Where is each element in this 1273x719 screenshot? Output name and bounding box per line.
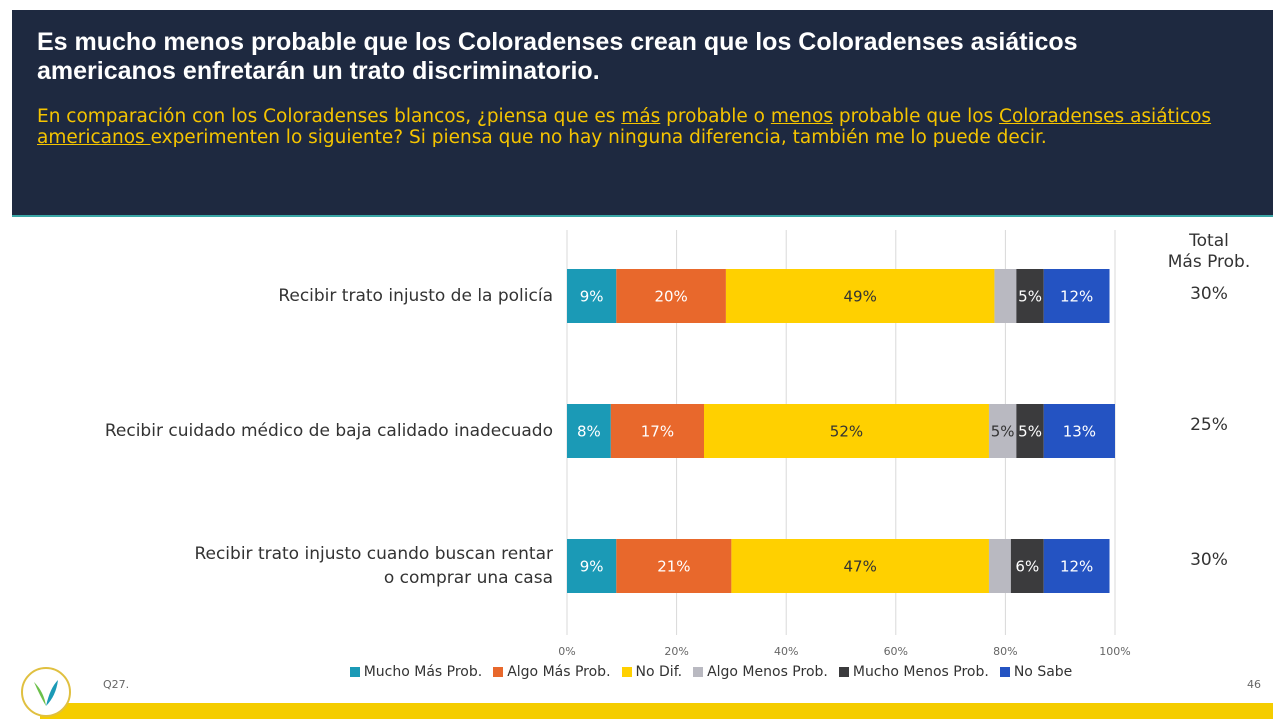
bar-segment [988,539,1011,593]
subtitle-part: más [621,106,661,127]
data-label: 6% [1015,558,1039,576]
legend-item: No Dif. [621,664,683,680]
bar-segment [567,404,611,458]
data-label: 5% [991,423,1015,441]
total-header: Más Prob. [1168,252,1251,272]
legend-item: Mucho Menos Prob. [838,664,989,680]
category-label: Recibir cuidado médico de baja calidado … [105,421,553,441]
data-label: 52% [830,423,863,441]
subtitle-part: experimenten lo siguiente? Si piensa que… [150,127,1047,148]
data-label: 21% [657,558,690,576]
data-label: 47% [844,558,877,576]
legend-label: Algo Menos Prob. [707,664,828,680]
subtitle-part: probable o [660,106,771,127]
slide-title: Es mucho menos probable que los Colorade… [37,28,1078,85]
category-label: Recibir trato injusto cuando buscan rent… [194,544,553,564]
bar-segment [567,269,617,323]
x-tick-label: 20% [664,645,688,658]
bar-segment [1043,269,1110,323]
data-label: 17% [641,423,674,441]
data-label: 20% [654,288,687,306]
bar-segment [610,404,704,458]
bar-segment [567,539,617,593]
legend-label: No Sabe [1013,664,1073,680]
total-value: 30% [1190,284,1228,304]
legend-swatch [693,667,704,677]
data-label: 5% [1018,288,1042,306]
slide-subtitle: En comparación con los Coloradenses blan… [37,106,1217,148]
subtitle-part: Coloradenses asiáticos americanos [37,106,1212,148]
bar-segment [1043,404,1115,458]
category-label: o comprar una casa [384,568,553,588]
legend-label: No Dif. [635,664,683,680]
legend-label: Algo Más Prob. [507,664,611,680]
x-tick-label: 60% [884,645,908,658]
data-label: 13% [1063,423,1096,441]
footer-bar [40,703,1273,719]
total-value: 25% [1190,415,1228,435]
legend-swatch [999,667,1010,677]
data-label: 49% [844,288,877,306]
legend-item: Algo Más Prob. [493,664,611,680]
total-header: Total [1188,231,1229,251]
bar-segment [988,404,1017,458]
x-tick-label: 0% [558,645,575,658]
bar-segment [1016,269,1044,323]
bar-segment [1010,539,1044,593]
logo [21,667,71,717]
data-label: 9% [580,288,604,306]
legend-label: Mucho Más Prob. [363,664,483,680]
bar-segment [1043,539,1110,593]
legend-swatch [838,667,849,677]
legend-label: Mucho Menos Prob. [852,664,989,680]
x-tick-label: 100% [1099,645,1130,658]
question-note: Q27. [103,678,130,691]
data-label: 8% [577,423,601,441]
bar-segment [725,269,995,323]
category-label: Recibir trato injusto de la policía [278,286,553,306]
bar-segment [616,269,726,323]
x-tick-label: 80% [993,645,1017,658]
bar-segment [616,539,732,593]
bar-segment [994,269,1017,323]
legend: Mucho Más Prob. Algo Más Prob. No Dif. Algo… [0,664,1273,680]
bar-segment [731,539,989,593]
subtitle-part: En comparación con los Coloradenses blan… [37,106,622,127]
x-tick-label: 40% [774,645,798,658]
legend-swatch [493,667,504,677]
data-label: 12% [1060,558,1093,576]
data-label: 12% [1060,288,1093,306]
bar-segment [704,404,989,458]
total-value: 30% [1190,550,1228,570]
legend-item: Mucho Más Prob. [349,664,483,680]
header [12,10,1273,217]
legend-item: No Sabe [999,664,1073,680]
data-label: 9% [580,558,604,576]
subtitle-part: probable que los [832,106,1000,127]
bar-segment [1016,404,1044,458]
data-label: 5% [1018,423,1042,441]
legend-item: Algo Menos Prob. [693,664,828,680]
legend-swatch [621,667,632,677]
page-number: 46 [1247,678,1261,691]
subtitle-part: menos [770,106,833,127]
legend-swatch [349,667,360,677]
